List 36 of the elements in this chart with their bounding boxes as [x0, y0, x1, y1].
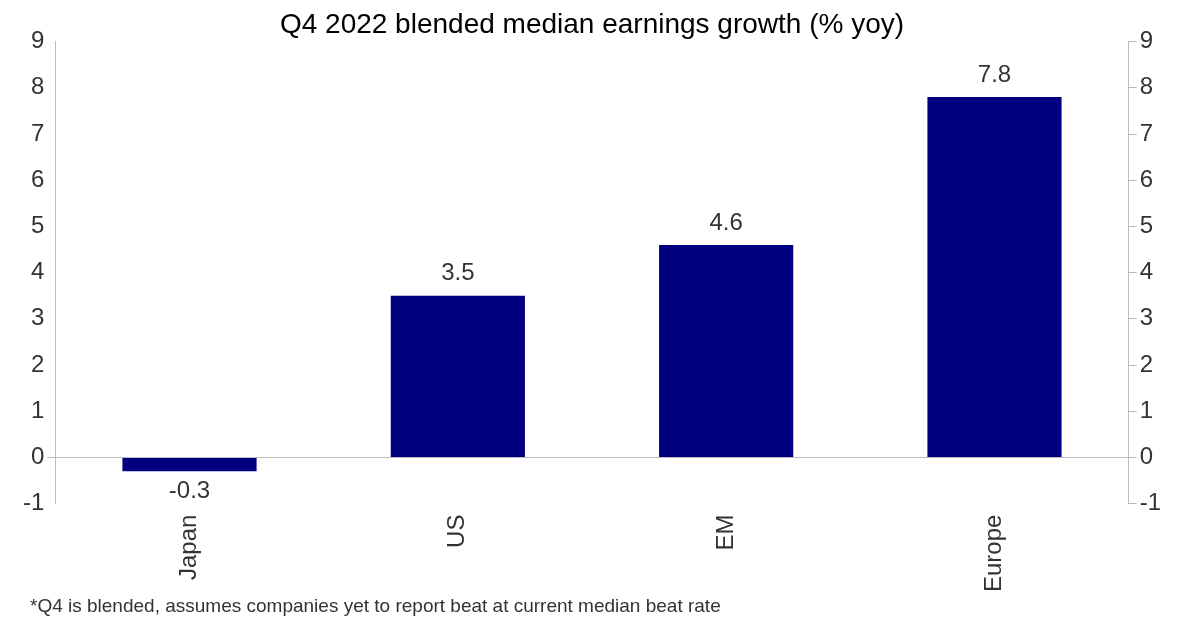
- bar: [122, 457, 257, 472]
- y2-tick-label: -1: [1139, 488, 1161, 516]
- y-tick-label: 9: [30, 26, 45, 54]
- y-tick-label: 6: [30, 164, 45, 192]
- y-tick-label: 8: [30, 72, 45, 100]
- bar: [927, 97, 1062, 457]
- x-tick-label: US: [442, 514, 470, 548]
- y2-tick-label: 6: [1139, 164, 1154, 192]
- y2-tick-label: 2: [1139, 349, 1154, 377]
- y-tick-label: 1: [30, 395, 45, 423]
- y-tick-label: 4: [30, 257, 45, 285]
- y2-tick-label: 4: [1139, 257, 1154, 285]
- y2-tick-label: 7: [1139, 118, 1154, 146]
- bar: [659, 244, 794, 457]
- y-tick-label: 0: [30, 442, 45, 470]
- data-label: -0.3: [168, 475, 211, 503]
- y-tick-label: 3: [30, 303, 45, 331]
- y-tick-label: 5: [30, 211, 45, 239]
- bar: [390, 295, 525, 457]
- y2-tick-label: 9: [1139, 26, 1154, 54]
- x-tick-label: Europe: [979, 514, 1007, 592]
- x-tick-label: Japan: [174, 514, 202, 580]
- x-tick-label: EM: [710, 514, 738, 551]
- y2-tick-label: 3: [1139, 303, 1154, 331]
- chart-title: Q4 2022 blended median earnings growth (% yoy): [279, 7, 905, 39]
- text: *Q4 is blended, assumes companies yet to report beat at current median beat rate: [30, 595, 722, 617]
- data-label: 7.8: [977, 59, 1012, 87]
- data-label: 4.6: [709, 207, 743, 235]
- y2-tick-label: 0: [1139, 442, 1154, 470]
- y2-tick-label: 1: [1139, 395, 1154, 423]
- y-tick-label: 2: [30, 349, 45, 377]
- y2-tick-label: 5: [1139, 211, 1154, 239]
- y-tick-label: 7: [30, 118, 45, 146]
- y-tick-label: -1: [23, 488, 45, 516]
- data-label: 3.5: [441, 258, 475, 286]
- y2-tick-label: 8: [1139, 72, 1154, 100]
